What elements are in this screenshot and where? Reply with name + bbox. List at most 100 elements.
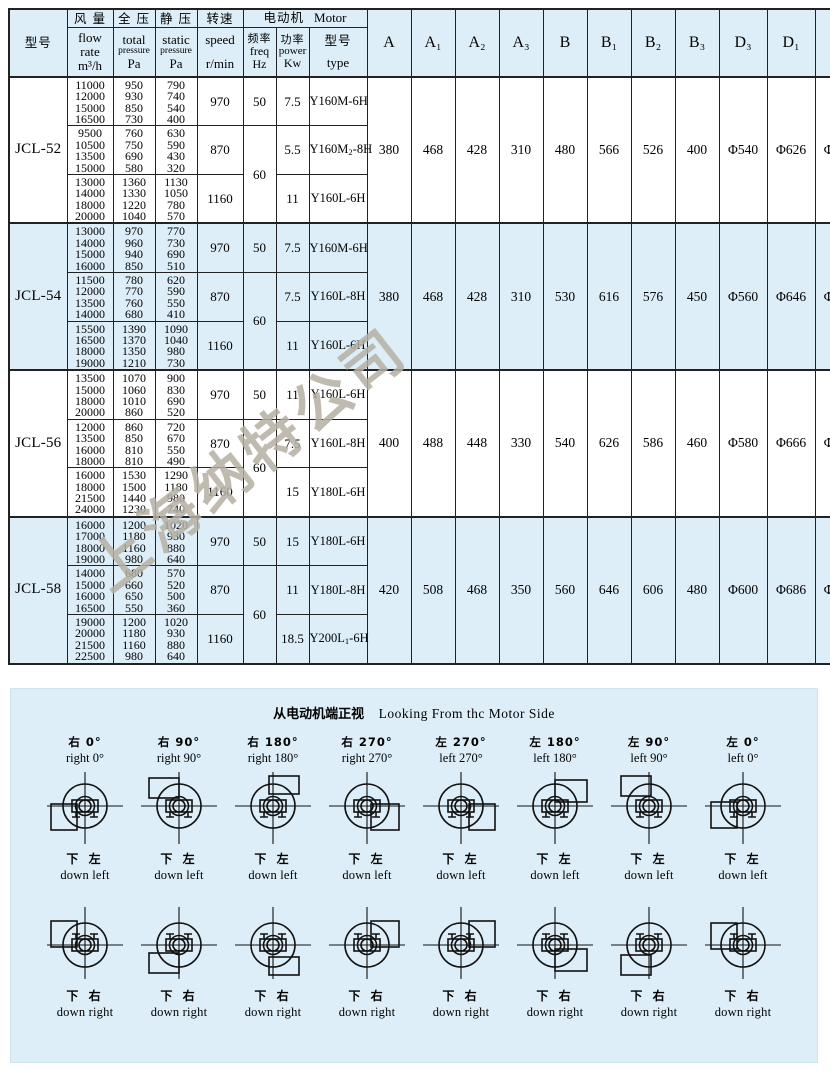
- fan-diagram-svg: [611, 907, 687, 979]
- discharge-position-en: down right: [150, 1005, 208, 1019]
- rotation-angle-cn: 右 180°: [247, 735, 299, 749]
- cell-static-pressure: 770 730 690 510: [154, 222, 198, 274]
- cell-model-type: JCL-56: [8, 369, 68, 518]
- discharge-position-en: down left: [718, 868, 768, 882]
- cell-flow-rate: 16000 17000 18000 19000: [66, 515, 114, 567]
- discharge-position-cn: 下 左: [254, 852, 292, 866]
- rotation-angle-en: right 180°: [247, 751, 299, 765]
- header-motor-en: Motor: [314, 10, 347, 25]
- cell-total-pressure: 1360 1330 1220 1040: [112, 173, 156, 224]
- cell-flow-rate: 16000 18000 21500 24000: [66, 467, 114, 518]
- rotation-cell: 左 270° left 270° 下 左 down left: [414, 734, 508, 883]
- header-dim-B1: B₁: [586, 8, 632, 78]
- cell-power: 7.5: [275, 418, 310, 469]
- rotation-row-down-right: 下 右 down right 下 右 down right 下 右 down right 下…: [11, 899, 817, 1020]
- fan-diagram-svg: [141, 772, 217, 844]
- discharge-position-en: down left: [436, 868, 486, 882]
- cell-frequency-50: 50: [242, 515, 277, 567]
- discharge-position-cn: 下 右: [442, 989, 480, 1003]
- cell-motor-type: Y180L-6H: [308, 467, 368, 518]
- header-static-cn: 静 压: [160, 10, 192, 26]
- rotation-cell: 下 右 down right: [132, 899, 226, 1020]
- cell-power: 7.5: [275, 222, 310, 274]
- discharge-position-cn: 下 右: [536, 989, 574, 1003]
- header-dim-B: B: [542, 8, 588, 78]
- fan-diagram: [38, 768, 132, 848]
- rotation-orientation-panel: 从电动机端正视 Looking From thc Motor Side 右 0°…: [10, 688, 818, 1063]
- cell-motor-type: Y160L-8H: [308, 272, 368, 322]
- rotation-cell: 下 右 down right: [414, 899, 508, 1020]
- header-type: 型号: [8, 8, 68, 78]
- cell-motor-type: Y160L-6H: [308, 173, 368, 224]
- cell-dim-D2: Φ630: [814, 369, 830, 518]
- discharge-position-cn: 下 右: [160, 989, 198, 1003]
- cell-static-pressure: 630 590 430 320: [154, 125, 198, 175]
- table-row: JCL-58 16000 17000 18000 19000 1200 1180 1160 98…: [8, 515, 830, 665]
- cell-power: 18.5: [275, 613, 310, 665]
- cell-total-pressure: 970 960 940 850: [112, 222, 156, 274]
- cell-flow-rate: 13500 15000 18000 20000: [66, 369, 114, 420]
- cell-static-pressure: 720 670 550 490: [154, 418, 198, 469]
- cell-speed: 970: [196, 75, 244, 127]
- discharge-position-cn: 下 右: [254, 989, 292, 1003]
- fan-diagram-svg: [47, 907, 123, 979]
- cell-dim-A3: 310: [498, 75, 544, 224]
- fan-diagram: [38, 901, 132, 985]
- header-flow-sub: flow rate m³/h: [66, 26, 114, 78]
- cell-flow-rate: 13000 14000 15000 16000: [66, 222, 114, 274]
- rotation-cell: 左 180° left 180° 下 左 down left: [508, 734, 602, 883]
- discharge-position-en: down right: [620, 1005, 678, 1019]
- cell-dim-D2: Φ650: [814, 515, 830, 665]
- cell-total-pressure: 760 750 690 580: [112, 125, 156, 175]
- rotation-angle-cn: 左 270°: [435, 735, 487, 749]
- cell-dim-A2: 428: [454, 75, 500, 224]
- cell-flow-rate: 12000 13500 16000 18000: [66, 418, 114, 469]
- cell-dim-A2: 468: [454, 515, 500, 665]
- fan-diagram: [226, 901, 320, 985]
- fan-diagram: [508, 768, 602, 848]
- rotation-cell: 下 右 down right: [226, 899, 320, 1020]
- cell-motor-type: Y160L-6H: [308, 369, 368, 420]
- cell-dim-A: 380: [366, 222, 412, 371]
- cell-dim-B2: 586: [630, 369, 676, 518]
- fan-diagram: [602, 901, 696, 985]
- header-dim-D1: D₁: [766, 8, 816, 78]
- header-static-sub: static pressure Pa: [154, 26, 198, 78]
- fan-diagram-svg: [329, 772, 405, 844]
- cell-dim-A: 420: [366, 515, 412, 665]
- cell-dim-D2: Φ610: [814, 222, 830, 371]
- cell-static-pressure: 1020 930 880 640: [154, 515, 198, 567]
- cell-static-pressure: 1290 1180 980 740: [154, 467, 198, 518]
- cell-dim-A3: 310: [498, 222, 544, 371]
- rotation-angle-en: right 90°: [156, 751, 202, 765]
- cell-model-type: JCL-58: [8, 515, 68, 665]
- header-speed: 转速: [196, 8, 244, 28]
- discharge-position-cn: 下 右: [630, 989, 668, 1003]
- cell-power: 15: [275, 467, 310, 518]
- cell-total-pressure: 1200 1180 1160 980: [112, 613, 156, 665]
- cell-flow-rate: 11000 12000 15000 16500: [66, 75, 114, 127]
- rotation-cell: 左 90° left 90° 下 左 down left: [602, 734, 696, 883]
- cell-flow-rate: 14000 15000 16000 16500: [66, 565, 114, 615]
- header-static-en2: pressure: [160, 45, 192, 56]
- cell-static-pressure: 570 520 500 360: [154, 565, 198, 615]
- rotation-angle-cn: 右 90°: [157, 735, 201, 749]
- rotation-angle-en: left 180°: [533, 751, 577, 765]
- discharge-position-en: down right: [244, 1005, 302, 1019]
- rotation-cell: 左 0° left 0° 下 左 down left: [696, 734, 790, 883]
- header-type-cn: 型号: [24, 35, 52, 51]
- fan-diagram: [320, 901, 414, 985]
- cell-dim-B2: 526: [630, 75, 676, 224]
- table-row: 12000 13500 16000 18000 860 850 810 810 720 670 55…: [9, 418, 830, 518]
- header-total-sub: total pressure Pa: [112, 26, 156, 78]
- discharge-position-en: down left: [530, 868, 580, 882]
- cell-power: 7.5: [275, 75, 310, 127]
- cell-speed: 970: [196, 369, 244, 420]
- cell-dim-B2: 606: [630, 515, 676, 665]
- discharge-position-en: down right: [714, 1005, 772, 1019]
- header-dim-A3: A₃: [498, 8, 544, 78]
- cell-dim-D1: Φ646: [766, 222, 816, 371]
- header-freq-cn: 频率: [247, 32, 272, 46]
- fan-diagram-svg: [705, 772, 781, 844]
